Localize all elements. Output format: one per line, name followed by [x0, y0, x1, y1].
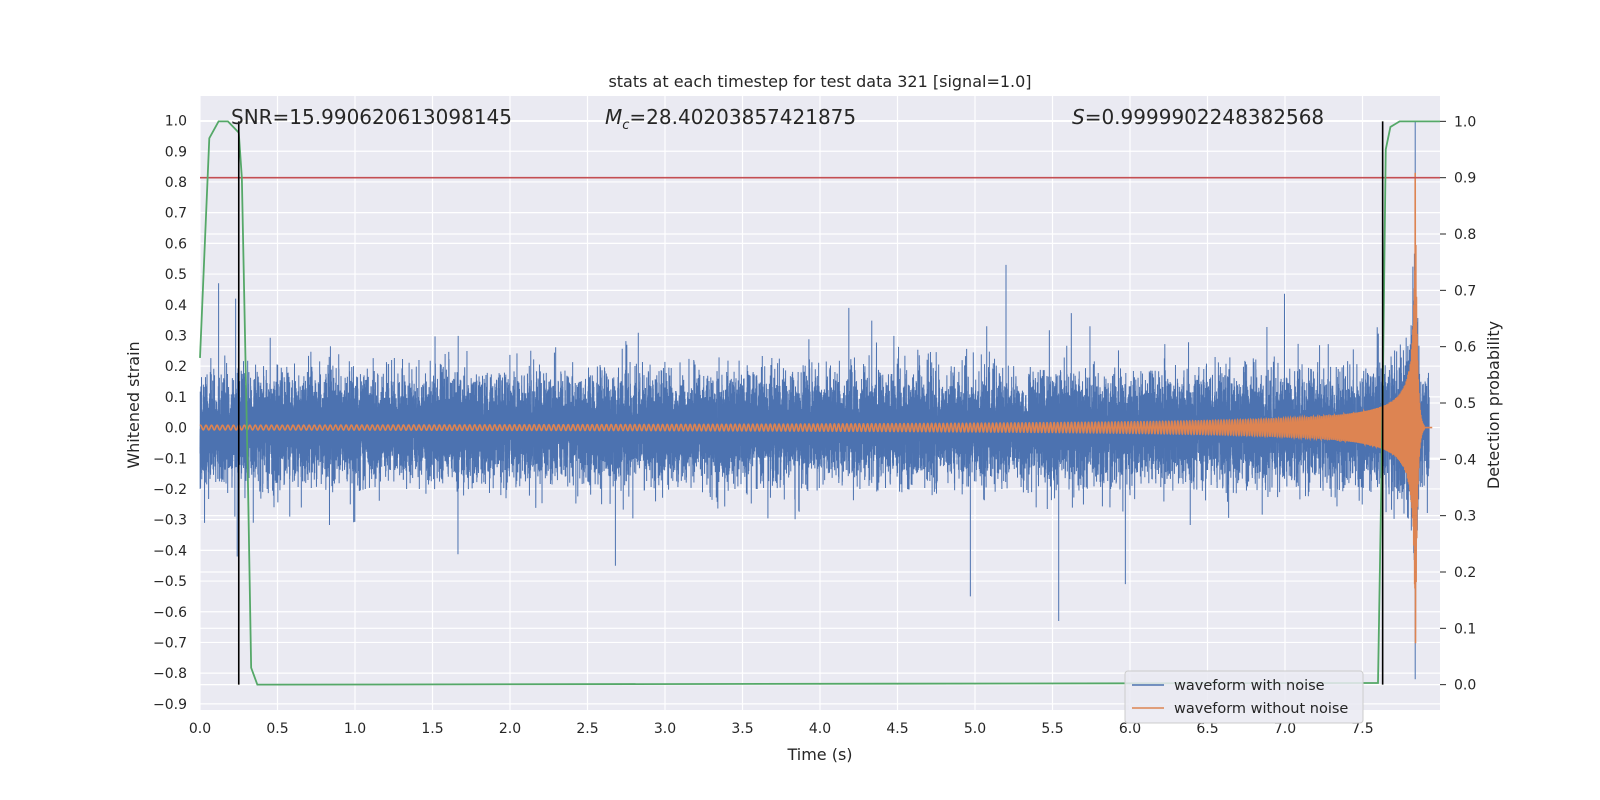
- score-annotation: S=0.9999902248382568: [1072, 105, 1324, 129]
- axis-ticks: 0.0 0.5 1.0 1.5 2.0 2.5 3.0 3.5 4.0 4.5 5.0 5.5 6.0 6…: [153, 114, 1476, 737]
- y-tick-label: −0.4: [153, 543, 187, 559]
- x-tick-label: 7.0: [1274, 721, 1296, 737]
- y-tick-label: 0.2: [165, 359, 187, 375]
- y2-tick-label: 0.3: [1454, 509, 1476, 525]
- x-tick-label: 0.0: [189, 721, 211, 737]
- chirp-mass-annotation: Mc=28.40203857421875: [605, 105, 856, 133]
- s-value: =0.9999902248382568: [1085, 105, 1324, 129]
- x-tick-label: 2.5: [576, 721, 598, 737]
- y-tick-label: 0.5: [165, 267, 187, 283]
- y2-tick-label: 0.6: [1454, 340, 1476, 356]
- y-axis-label: Whitened strain: [124, 341, 143, 468]
- y2-tick-label: 0.0: [1454, 678, 1476, 694]
- y2-tick-label: 0.1: [1454, 621, 1476, 637]
- y-tick-label: 0.3: [165, 328, 187, 344]
- x-tick-label: 6.0: [1119, 721, 1141, 737]
- x-tick-label: 1.5: [421, 721, 443, 737]
- y-tick-label: −0.2: [153, 482, 187, 498]
- y-tick-label: −0.5: [153, 574, 187, 590]
- y-tick-label: 0.9: [165, 144, 187, 160]
- legend-box: [1124, 670, 1364, 724]
- x-tick-label: 5.0: [964, 721, 986, 737]
- y-tick-label: −0.6: [153, 605, 187, 621]
- x-axis-label: Time (s): [786, 745, 852, 764]
- mc-subscript: c: [622, 118, 629, 133]
- y-tick-label: 0.0: [165, 421, 187, 437]
- y-tick-label: −0.3: [153, 513, 187, 529]
- series-waveform-without-noise: [199, 172, 1433, 644]
- snr-annotation: SNR=15.990620613098145: [231, 105, 512, 129]
- x-tick-label: 4.5: [886, 721, 908, 737]
- y-tick-label: −0.1: [153, 451, 187, 467]
- x-tick-label: 2.0: [499, 721, 521, 737]
- y2-tick-label: 0.5: [1454, 396, 1476, 412]
- legend-label-clean: waveform without noise: [1174, 701, 1348, 717]
- x-tick-label: 0.5: [266, 721, 288, 737]
- legend-label-noise: waveform with noise: [1174, 678, 1325, 694]
- chart-title: stats at each timestep for test data 321…: [608, 72, 1031, 91]
- x-tick-label: 7.5: [1351, 721, 1373, 737]
- y2-tick-label: 0.8: [1454, 227, 1476, 243]
- y-tick-label: −0.9: [153, 697, 187, 713]
- overlay-lines: [199, 120, 1440, 686]
- y2-tick-label: 0.9: [1454, 171, 1476, 187]
- s-symbol: S: [1072, 105, 1085, 129]
- y-tick-label: −0.7: [153, 635, 187, 651]
- x-tick-label: 5.5: [1041, 721, 1063, 737]
- y-tick-label: 0.7: [165, 206, 187, 222]
- x-tick-label: 3.5: [731, 721, 753, 737]
- mc-symbol: M: [605, 105, 622, 129]
- y-tick-label: 0.1: [165, 390, 187, 406]
- detection-probability-line: [199, 120, 1440, 686]
- y2-tick-label: 0.4: [1454, 452, 1476, 468]
- y2-tick-label: 0.7: [1454, 283, 1476, 299]
- mc-value: =28.40203857421875: [629, 105, 856, 129]
- clean-waveform-line: [199, 172, 1433, 644]
- x-tick-label: 4.0: [809, 721, 831, 737]
- y2-tick-label: 0.2: [1454, 565, 1476, 581]
- y-tick-label: 0.4: [165, 298, 187, 314]
- legend: waveform with noise waveform without noi…: [1124, 670, 1364, 724]
- x-tick-label: 1.0: [344, 721, 366, 737]
- y-tick-label: 0.8: [165, 175, 187, 191]
- y-tick-label: −0.8: [153, 666, 187, 682]
- y2-tick-label: 1.0: [1454, 114, 1476, 130]
- x-tick-label: 3.0: [654, 721, 676, 737]
- y2-axis-label: Detection probability: [1484, 321, 1503, 489]
- y-tick-label: 1.0: [165, 114, 187, 130]
- x-tick-label: 6.5: [1196, 721, 1218, 737]
- y-tick-label: 0.6: [165, 236, 187, 252]
